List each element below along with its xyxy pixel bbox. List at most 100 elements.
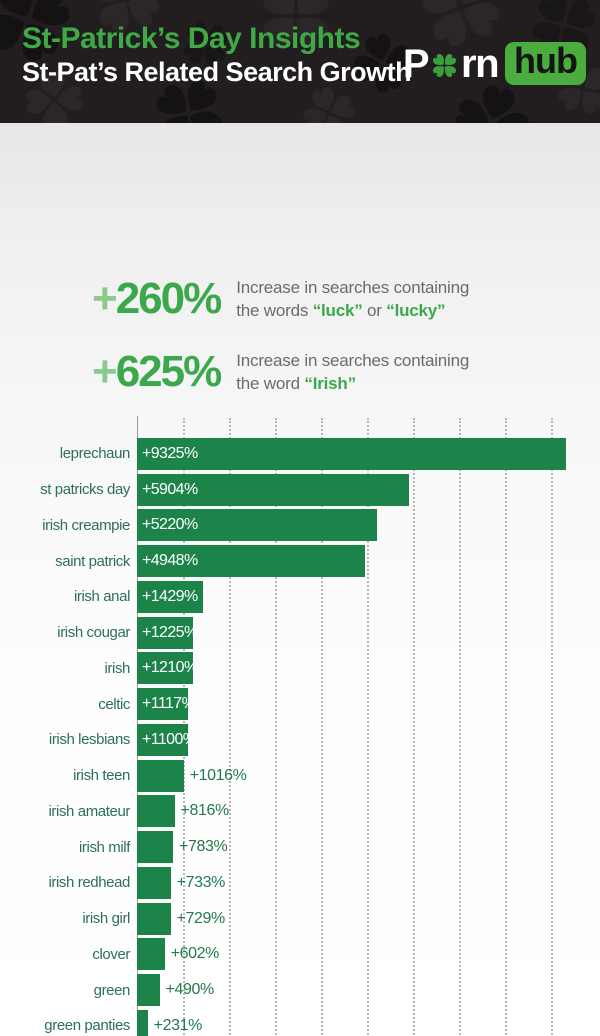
category-label: irish anal (73, 588, 130, 606)
chart-row: clover +602% (0, 937, 600, 973)
bar (137, 831, 174, 864)
highlighted-term: “Irish” (304, 374, 356, 393)
bar (137, 938, 165, 971)
clover-icon (348, 28, 418, 98)
category-label: irish teen (73, 767, 130, 785)
clover-icon (252, 0, 340, 60)
value-label: +602% (170, 945, 220, 963)
category-label: clover (92, 945, 130, 963)
page-title: St-Patrick’s Day Insights (22, 22, 361, 55)
stat-row: +260% Increase in searches containing the … (92, 273, 580, 325)
clover-icon (148, 72, 230, 123)
bar (137, 795, 175, 828)
chart-row: irish teen +1016% (0, 758, 600, 794)
logo-text-suffix: rn (461, 41, 500, 86)
clover-icon (0, 0, 78, 70)
stat-value: +260% (92, 274, 223, 324)
plus-sign: + (92, 274, 118, 323)
value-label: +5220% (142, 516, 198, 534)
category-label: irish girl (82, 910, 130, 928)
chart-row: saint patrick +4948% (0, 543, 600, 579)
bar: +4948% (137, 545, 365, 578)
bar: +1100% (137, 723, 197, 756)
chart-row: irish amateur +816% (0, 794, 600, 830)
value-label: +9325% (142, 444, 198, 462)
category-label: irish creampie (42, 516, 130, 534)
chart-row: irish milf +783% (0, 829, 600, 865)
clover-icon (178, 16, 234, 72)
value-label: +5904% (142, 480, 198, 498)
category-label: irish (104, 659, 130, 677)
bar: +1429% (137, 580, 203, 613)
clover-icon (429, 50, 460, 81)
bar: +5220% (137, 509, 378, 542)
gridline (229, 418, 231, 1036)
value-label: +231% (153, 1016, 203, 1034)
value-label: +783% (179, 838, 228, 856)
chart-row: celtic +1117% (0, 686, 600, 722)
bar (137, 974, 160, 1007)
bar: +1117% (137, 688, 196, 721)
value-label: +816% (180, 802, 230, 820)
chart-row: st patricks day +5904% (0, 472, 600, 508)
pornhub-logo: P rn hub (403, 42, 586, 85)
gridline (413, 418, 415, 1036)
bar (137, 1009, 148, 1036)
category-label: irish cougar (57, 624, 130, 642)
value-label: +490% (165, 981, 215, 999)
category-label: celtic (98, 695, 130, 713)
chart-rows: leprechaun +9325% st patricks day +5904% iri… (0, 436, 600, 1036)
chart-row: irish +1210% (0, 651, 600, 687)
stat-description: Increase in searches containing the words… (236, 276, 469, 322)
category-label: irish lesbians (48, 731, 131, 749)
value-label: +1016% (189, 766, 247, 784)
stat-description-line2: the words “luck” or “lucky” (236, 299, 469, 322)
gridline (275, 418, 277, 1036)
value-label: +1429% (142, 587, 198, 605)
stat-number: 625% (115, 347, 223, 396)
gridline (321, 418, 323, 1036)
clover-icon (298, 82, 360, 123)
header-text: St-Patrick’s Day Insights St-Pat’s Relat… (22, 22, 412, 89)
bar: +5904% (137, 473, 409, 506)
gridline (367, 418, 369, 1036)
stat-description: Increase in searches containing the word … (236, 349, 469, 395)
chart-row: irish creampie +5220% (0, 508, 600, 544)
stat-row: +625% Increase in searches containing the … (92, 346, 580, 398)
chart-row: irish girl +729% (0, 901, 600, 937)
logo-hub-badge: hub (505, 42, 586, 85)
category-label: green panties (44, 1017, 130, 1035)
stat-value: +625% (92, 347, 223, 397)
header: St-Patrick’s Day Insights St-Pat’s Relat… (0, 0, 600, 123)
category-label: irish milf (79, 838, 130, 856)
plus-sign: + (92, 347, 118, 396)
description-text: or (362, 301, 387, 320)
description-text: the word (236, 374, 305, 393)
value-label: +733% (176, 873, 226, 891)
chart-row: green panties +231% (0, 1008, 600, 1036)
bar (137, 759, 184, 792)
gridline (459, 418, 461, 1036)
bar: +1210% (137, 652, 198, 685)
stat-number: 260% (115, 274, 223, 323)
chart-row: irish cougar +1225% (0, 615, 600, 651)
category-label: st patricks day (40, 481, 130, 499)
chart-row: irish lesbians +1100% (0, 722, 600, 758)
description-text: the words (236, 301, 313, 320)
gridline (505, 418, 507, 1036)
category-label: saint patrick (55, 552, 130, 570)
highlighted-term: “lucky” (386, 301, 446, 320)
category-label: green (93, 981, 131, 999)
gridline (551, 418, 553, 1036)
value-label: +4948% (142, 552, 198, 570)
highlighted-term: “luck” (312, 301, 363, 320)
value-label: +1210% (142, 659, 198, 677)
clover-icon (448, 78, 536, 123)
chart-row: green +490% (0, 972, 600, 1008)
clover-icon (20, 66, 88, 123)
bar: +1225% (137, 616, 198, 649)
category-label: irish redhead (48, 874, 130, 892)
bar-chart: leprechaun +9325% st patricks day +5904% iri… (0, 416, 600, 1036)
stats-section: +260% Increase in searches containing the … (92, 273, 580, 419)
value-label: +1117% (142, 695, 196, 713)
